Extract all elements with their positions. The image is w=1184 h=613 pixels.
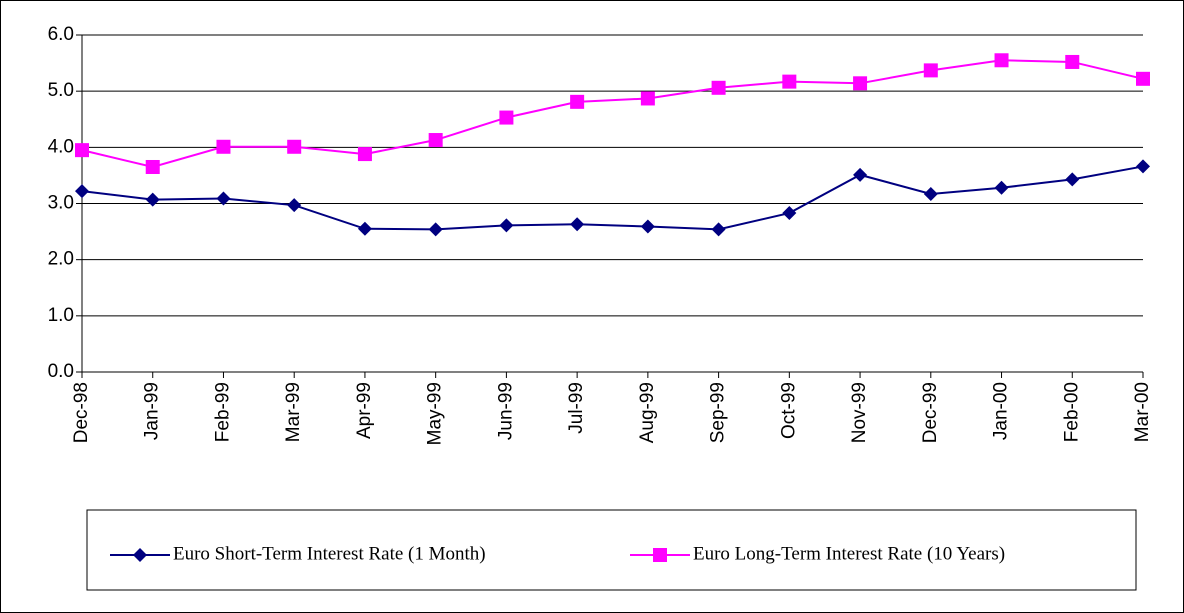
y-tick-label: 1.0 <box>48 305 74 326</box>
marker <box>145 159 160 174</box>
x-tick-label: Jan-99 <box>142 382 163 440</box>
marker <box>499 110 514 125</box>
marker <box>853 76 868 91</box>
marker <box>782 74 797 89</box>
marker <box>1065 54 1080 69</box>
marker <box>640 219 655 234</box>
x-tick-label: Jun-99 <box>495 382 516 440</box>
legend-label: Euro Long-Term Interest Rate (10 Years) <box>693 543 1005 564</box>
x-tick-label: Sep-99 <box>708 382 729 443</box>
series-line <box>81 59 1144 169</box>
marker <box>357 221 372 236</box>
x-tick-label: Feb-00 <box>1061 382 1082 442</box>
x-tick-label: Dec-99 <box>920 382 941 443</box>
marker <box>1065 172 1080 187</box>
marker <box>1136 159 1150 174</box>
x-tick-label: Feb-99 <box>212 382 233 442</box>
marker <box>711 80 726 95</box>
x-tick-label: Mar-00 <box>1132 382 1153 442</box>
marker <box>570 94 585 109</box>
legend-label: Euro Short-Term Interest Rate (1 Month) <box>173 543 486 564</box>
marker <box>923 186 938 201</box>
series-line <box>81 165 1144 231</box>
marker <box>994 53 1009 68</box>
legend-box <box>86 509 1137 591</box>
marker <box>499 218 514 233</box>
x-tick-label: Mar-99 <box>283 382 304 442</box>
x-tick-label: Dec-98 <box>71 382 92 443</box>
marker <box>216 139 231 154</box>
y-tick-label: 6.0 <box>48 24 74 45</box>
marker <box>145 192 160 207</box>
marker <box>853 167 868 182</box>
marker <box>923 63 938 78</box>
marker <box>428 133 443 148</box>
x-tick-label: Aug-99 <box>637 382 658 443</box>
marker <box>428 222 443 237</box>
x-tick-label: Nov-99 <box>849 382 870 443</box>
y-tick-label: 0.0 <box>48 361 74 382</box>
marker <box>1136 71 1150 86</box>
marker <box>782 206 797 221</box>
marker <box>75 184 89 199</box>
legend-marker <box>653 548 667 562</box>
marker <box>357 147 372 162</box>
x-tick-label: Apr-99 <box>354 382 375 439</box>
x-tick-label: Jan-00 <box>991 382 1012 440</box>
marker <box>640 91 655 106</box>
marker <box>994 180 1009 195</box>
marker <box>711 222 726 237</box>
x-tick-label: Jul-99 <box>566 382 587 434</box>
y-tick-label: 5.0 <box>48 80 74 101</box>
marker <box>287 198 302 213</box>
marker <box>570 217 585 232</box>
y-tick-label: 2.0 <box>48 249 74 270</box>
y-tick-label: 4.0 <box>48 136 74 157</box>
x-tick-label: May-99 <box>425 382 446 445</box>
marker <box>287 139 302 154</box>
legend-marker <box>133 548 147 562</box>
y-tick-label: 3.0 <box>48 193 74 214</box>
x-tick-label: Oct-99 <box>778 382 799 439</box>
marker <box>75 143 89 158</box>
marker <box>216 191 231 206</box>
